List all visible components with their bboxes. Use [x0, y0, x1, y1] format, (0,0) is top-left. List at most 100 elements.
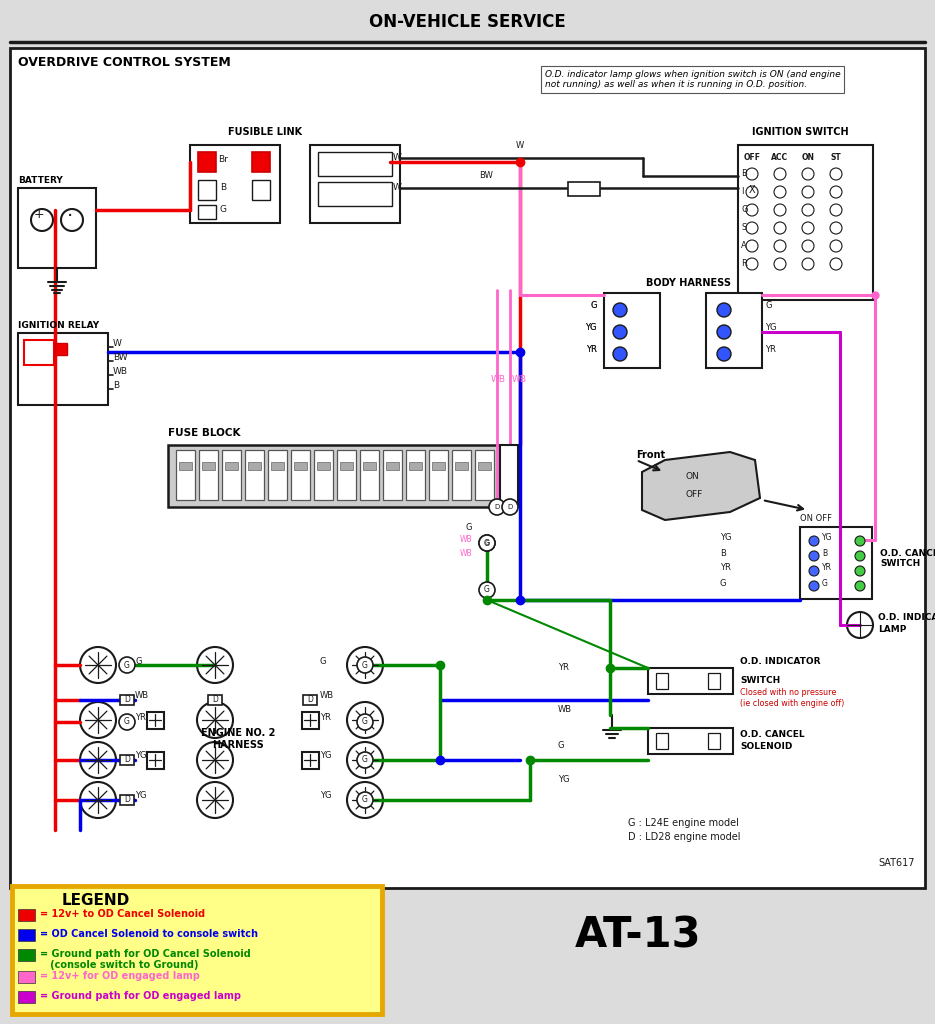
Bar: [18, 971, 35, 983]
Bar: [478, 462, 491, 470]
Text: SWITCH: SWITCH: [880, 558, 920, 567]
Text: OFF: OFF: [685, 490, 702, 499]
Text: LEGEND: LEGEND: [62, 893, 130, 908]
Bar: [12, 886, 382, 1014]
Text: YR: YR: [586, 345, 597, 354]
Circle shape: [479, 582, 495, 598]
Text: G: G: [484, 539, 490, 548]
Circle shape: [774, 204, 786, 216]
Bar: [455, 462, 468, 470]
Text: = 12v+ to OD Cancel Solenoid: = 12v+ to OD Cancel Solenoid: [40, 909, 205, 919]
Text: IGNITION SWITCH: IGNITION SWITCH: [752, 127, 848, 137]
Circle shape: [830, 204, 842, 216]
Circle shape: [746, 186, 758, 198]
Circle shape: [80, 782, 116, 818]
Bar: [706, 293, 762, 368]
Text: G: G: [362, 796, 368, 805]
Bar: [604, 293, 660, 368]
Circle shape: [802, 258, 814, 270]
Bar: [245, 450, 264, 500]
Bar: [303, 695, 317, 705]
Text: ENGINE NO. 2: ENGINE NO. 2: [201, 728, 275, 738]
Circle shape: [347, 647, 383, 683]
Text: S: S: [741, 223, 746, 232]
Text: G : L24E engine model: G : L24E engine model: [628, 818, 739, 828]
Circle shape: [197, 647, 233, 683]
Circle shape: [717, 325, 731, 339]
Text: G: G: [466, 523, 472, 532]
Bar: [648, 728, 733, 754]
Text: G: G: [484, 586, 490, 595]
Circle shape: [347, 702, 383, 738]
Circle shape: [347, 782, 383, 818]
Text: G: G: [765, 301, 771, 310]
Circle shape: [830, 168, 842, 180]
Text: WB: WB: [135, 691, 149, 700]
Text: = Ground path for OD Cancel Solenoid: = Ground path for OD Cancel Solenoid: [40, 949, 251, 959]
Text: FUSE BLOCK: FUSE BLOCK: [168, 428, 240, 438]
Bar: [202, 462, 215, 470]
Text: D : LD28 engine model: D : LD28 engine model: [628, 831, 741, 842]
Circle shape: [357, 792, 373, 808]
Text: YR: YR: [558, 664, 568, 673]
Circle shape: [855, 566, 865, 575]
Text: SOLENOID: SOLENOID: [740, 742, 792, 751]
Bar: [168, 445, 513, 507]
Bar: [18, 909, 35, 921]
Text: G: G: [484, 540, 490, 546]
Circle shape: [119, 714, 135, 730]
Bar: [406, 450, 425, 500]
Circle shape: [357, 714, 373, 730]
Circle shape: [197, 702, 233, 738]
Text: WB: WB: [512, 376, 527, 384]
Text: B: B: [113, 381, 119, 389]
Text: WB: WB: [491, 376, 506, 384]
Bar: [120, 755, 134, 765]
Circle shape: [357, 752, 373, 768]
Text: D: D: [124, 796, 130, 805]
Text: OFF: OFF: [743, 153, 760, 162]
Text: BW: BW: [479, 171, 493, 180]
Bar: [252, 180, 270, 200]
Bar: [199, 450, 218, 500]
Text: G: G: [362, 660, 368, 670]
Text: YR: YR: [822, 563, 832, 572]
Text: YG: YG: [135, 792, 147, 801]
Circle shape: [746, 204, 758, 216]
Text: SWITCH: SWITCH: [740, 676, 780, 685]
Circle shape: [61, 209, 83, 231]
Bar: [18, 929, 35, 941]
Text: D: D: [307, 695, 313, 705]
Bar: [252, 152, 270, 172]
Text: I: I: [741, 187, 743, 197]
Text: ON OFF: ON OFF: [800, 514, 832, 523]
Circle shape: [847, 612, 873, 638]
Text: O.D. CANCEL: O.D. CANCEL: [880, 549, 935, 557]
Text: OVERDRIVE CONTROL SYSTEM: OVERDRIVE CONTROL SYSTEM: [18, 56, 231, 69]
Text: W: W: [113, 339, 122, 347]
Text: SAT617: SAT617: [878, 858, 914, 868]
Text: G: G: [558, 740, 565, 750]
Text: (ie closed with engine off): (ie closed with engine off): [740, 699, 844, 708]
Bar: [738, 145, 873, 300]
Circle shape: [809, 566, 819, 575]
Text: YG: YG: [558, 775, 569, 784]
Text: YG: YG: [320, 792, 332, 801]
Circle shape: [80, 647, 116, 683]
Bar: [190, 145, 280, 223]
Circle shape: [197, 782, 233, 818]
Text: X: X: [749, 185, 755, 195]
Text: YR: YR: [765, 345, 776, 354]
Bar: [222, 450, 241, 500]
Text: YG: YG: [585, 324, 597, 333]
Bar: [198, 152, 216, 172]
Bar: [294, 462, 307, 470]
Bar: [18, 188, 96, 268]
Text: G: G: [591, 301, 597, 310]
Circle shape: [31, 209, 53, 231]
Bar: [648, 668, 733, 694]
Circle shape: [802, 240, 814, 252]
Bar: [310, 145, 400, 223]
Text: WB: WB: [459, 536, 472, 545]
Bar: [475, 450, 494, 500]
